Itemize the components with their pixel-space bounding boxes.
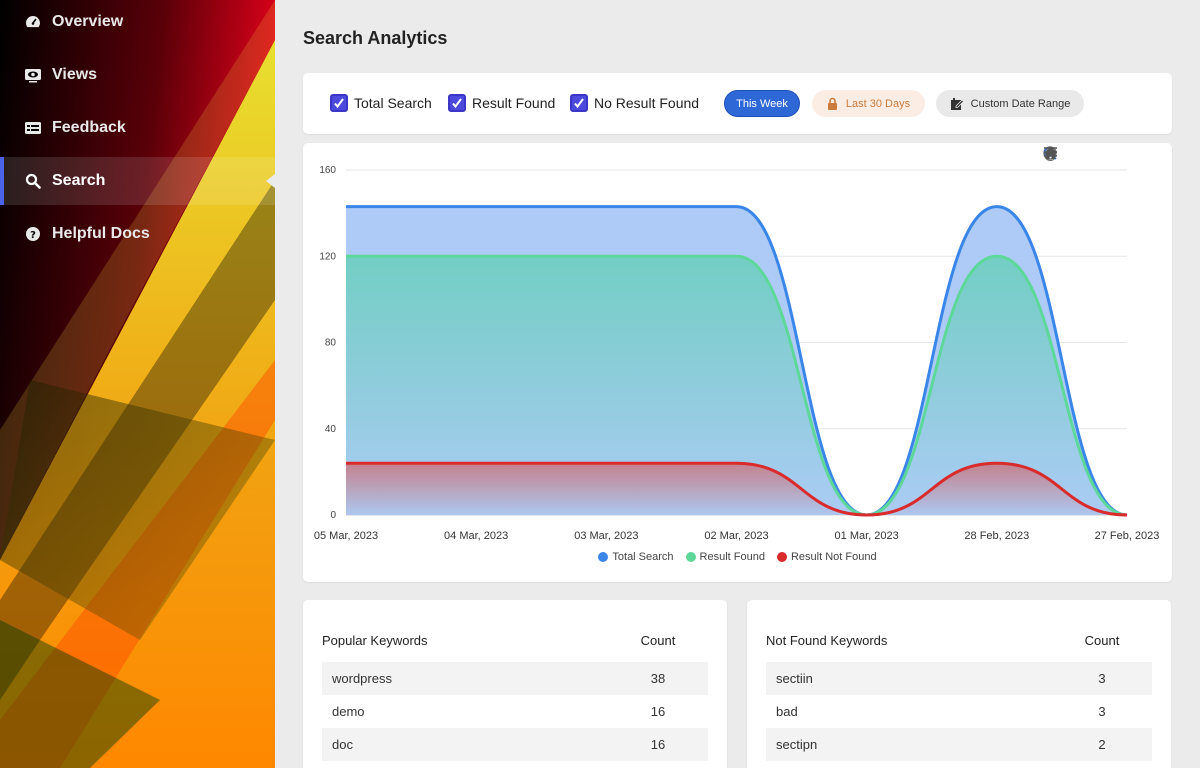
lock-icon xyxy=(827,97,838,110)
y-tick-label: 160 xyxy=(319,165,336,176)
table-row: demo 16 xyxy=(322,695,708,728)
keyword-cell: wordpress xyxy=(332,671,392,686)
checkmark-icon xyxy=(448,94,466,112)
chart-toolbar xyxy=(1043,146,1158,161)
result-found-area xyxy=(346,256,1127,515)
area-chart: 0 40 80 120 160 05 Mar, 2023 04 Mar, 2023 03 M… xyxy=(314,165,1160,542)
table-row: doc 16 xyxy=(322,728,708,761)
keyword-cell: demo xyxy=(332,704,365,719)
legend-dot xyxy=(598,552,609,562)
checkmark-icon xyxy=(330,94,348,112)
keyword-column-header: Not Found Keywords xyxy=(766,633,888,648)
filter-bar: Total Search Result Found No Result Foun… xyxy=(303,73,1172,134)
custom-date-range-button[interactable]: Custom Date Range xyxy=(936,90,1084,117)
sidebar-item-overview[interactable]: Overview xyxy=(0,0,275,46)
table-row: bad 3 xyxy=(766,695,1152,728)
y-tick-label: 120 xyxy=(319,251,336,262)
legend-label: Total Search xyxy=(612,551,674,563)
result-found-line xyxy=(346,254,1128,517)
chart-legend: Total Search Result Found Result Not Fou… xyxy=(303,551,1172,563)
x-tick-label: 02 Mar, 2023 xyxy=(704,530,768,542)
x-tick-label: 04 Mar, 2023 xyxy=(444,530,508,542)
count-column-header: Count xyxy=(640,633,676,648)
help-icon: ? xyxy=(24,225,42,243)
feedback-icon xyxy=(24,119,42,137)
popular-keywords-card: Popular Keywords Count wordpress 38 demo 1… xyxy=(303,600,727,768)
count-cell: 3 xyxy=(1098,671,1106,686)
y-tick-label: 80 xyxy=(325,338,337,349)
count-cell: 3 xyxy=(1098,704,1106,719)
count-cell: 2 xyxy=(1098,737,1106,752)
custom-date-range-label: Custom Date Range xyxy=(970,97,1071,110)
count-cell: 16 xyxy=(650,704,666,719)
checkbox-label: Result Found xyxy=(472,95,556,111)
sidebar-item-label: Overview xyxy=(52,13,124,30)
last-30-days-label: Last 30 Days xyxy=(845,97,911,110)
sidebar: Overview Views Feedback Search ? Helpful… xyxy=(0,0,275,768)
x-tick-label: 05 Mar, 2023 xyxy=(314,530,378,542)
keyword-cell: sectipn xyxy=(776,737,818,752)
keyword-cell: sectiin xyxy=(776,671,813,686)
y-tick-label: 0 xyxy=(330,510,336,521)
calendar-edit-icon xyxy=(950,97,964,111)
result-found-checkbox[interactable]: Result Found xyxy=(448,94,555,112)
keyword-column-header: Popular Keywords xyxy=(322,633,428,648)
sidebar-item-label: Views xyxy=(52,66,98,83)
legend-dot xyxy=(776,552,787,562)
checkbox-label: Total Search xyxy=(354,95,432,111)
sidebar-item-search[interactable]: Search xyxy=(0,157,275,205)
checkmark-icon xyxy=(570,94,588,112)
count-cell: 38 xyxy=(650,671,666,686)
sidebar-item-label: Helpful Docs xyxy=(52,225,150,242)
x-tick-label: 03 Mar, 2023 xyxy=(574,530,638,542)
search-chart-card: 0 40 80 120 160 05 Mar, 2023 04 Mar, 2023 03 M… xyxy=(303,143,1172,582)
eye-icon xyxy=(24,66,42,84)
search-icon xyxy=(24,172,42,190)
menu-icon[interactable] xyxy=(1044,146,1158,161)
page-title: Search Analytics xyxy=(303,28,448,48)
count-column-header: Count xyxy=(1084,633,1120,648)
result-not-found-line xyxy=(346,461,1128,517)
not-found-keywords-header: Not Found Keywords Count xyxy=(766,633,1152,648)
y-tick-label: 40 xyxy=(325,424,337,435)
sidebar-item-views[interactable]: Views xyxy=(0,51,275,99)
popular-keywords-header: Popular Keywords Count xyxy=(322,633,708,648)
this-week-button[interactable]: This Week xyxy=(724,90,800,117)
x-tick-label: 28 Feb, 2023 xyxy=(964,530,1029,542)
legend-item-total-search[interactable]: Total Search xyxy=(598,551,674,563)
svg-text:?: ? xyxy=(30,230,36,241)
table-row: sectipn 2 xyxy=(766,728,1152,761)
last-30-days-button[interactable]: Last 30 Days xyxy=(812,90,925,117)
total-search-checkbox[interactable]: Total Search xyxy=(330,94,432,112)
sidebar-item-label: Feedback xyxy=(52,119,126,136)
legend-item-result-not-found[interactable]: Result Not Found xyxy=(776,551,877,563)
table-row: sectiin 3 xyxy=(766,662,1152,695)
legend-label: Result Not Found xyxy=(790,551,877,563)
sidebar-item-feedback[interactable]: Feedback xyxy=(0,104,275,152)
sidebar-item-helpful-docs[interactable]: ? Helpful Docs xyxy=(0,210,275,258)
keyword-cell: doc xyxy=(332,737,353,752)
dashboard-icon xyxy=(24,13,42,31)
legend-label: Result Found xyxy=(699,551,765,563)
count-cell: 16 xyxy=(650,737,666,752)
x-tick-label: 27 Feb, 2023 xyxy=(1095,530,1160,542)
sidebar-background xyxy=(0,0,275,768)
no-result-found-checkbox[interactable]: No Result Found xyxy=(570,94,699,112)
total-search-line xyxy=(346,205,1128,517)
legend-item-result-found[interactable]: Result Found xyxy=(685,551,765,563)
keyword-cell: bad xyxy=(776,704,798,719)
table-row: wordpress 38 xyxy=(322,662,708,695)
not-found-keywords-card: Not Found Keywords Count sectiin 3 bad 3 s… xyxy=(747,600,1171,768)
legend-dot xyxy=(685,552,696,562)
checkbox-label: No Result Found xyxy=(594,95,700,111)
x-tick-label: 01 Mar, 2023 xyxy=(835,530,899,542)
sidebar-item-label: Search xyxy=(52,172,106,189)
result-not-found-area xyxy=(346,463,1127,515)
